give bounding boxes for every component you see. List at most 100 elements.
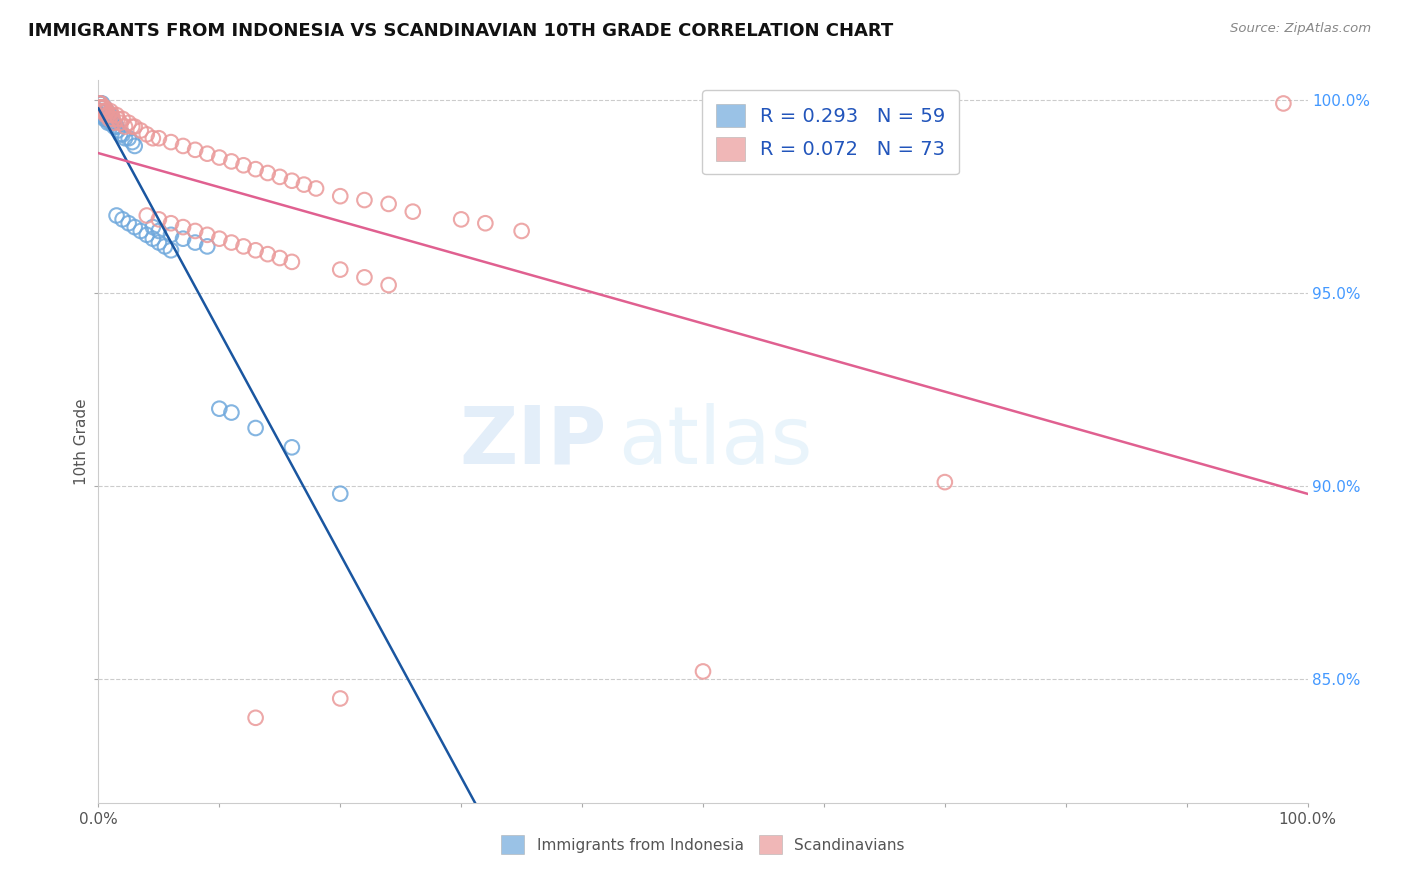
Point	[221, 235, 243, 250]
Legend: Immigrants from Indonesia, Scandinavians: Immigrants from Indonesia, Scandinavians	[495, 830, 911, 860]
Point	[118, 131, 141, 145]
Point	[105, 108, 128, 122]
Point	[245, 421, 267, 435]
Point	[232, 239, 254, 253]
Point	[121, 135, 143, 149]
Point	[91, 104, 114, 119]
Point	[93, 104, 115, 119]
Point	[256, 247, 278, 261]
Point	[160, 227, 183, 242]
Point	[89, 100, 111, 114]
Point	[91, 108, 114, 122]
Point	[160, 244, 183, 258]
Point	[108, 128, 131, 142]
Point	[281, 255, 304, 269]
Text: Source: ZipAtlas.com: Source: ZipAtlas.com	[1230, 22, 1371, 36]
Point	[104, 120, 127, 134]
Point	[118, 216, 141, 230]
Point	[97, 116, 120, 130]
Point	[93, 100, 115, 114]
Point	[89, 104, 111, 119]
Point	[111, 212, 134, 227]
Point	[129, 224, 152, 238]
Point	[221, 154, 243, 169]
Point	[184, 235, 207, 250]
Point	[160, 135, 183, 149]
Point	[91, 104, 114, 119]
Point	[281, 440, 304, 454]
Point	[114, 131, 136, 145]
Point	[135, 209, 157, 223]
Point	[93, 112, 115, 126]
Point	[208, 232, 231, 246]
Point	[96, 112, 118, 126]
Point	[208, 401, 231, 416]
Point	[105, 120, 128, 134]
Point	[305, 181, 328, 195]
Point	[94, 104, 117, 119]
Point	[111, 112, 134, 126]
Point	[90, 108, 112, 122]
Point	[142, 232, 165, 246]
Point	[148, 212, 170, 227]
Point	[100, 116, 122, 130]
Point	[90, 96, 112, 111]
Point	[90, 100, 112, 114]
Point	[329, 262, 352, 277]
Point	[353, 270, 375, 285]
Point	[107, 112, 129, 126]
Point	[98, 112, 121, 126]
Point	[105, 209, 128, 223]
Point	[208, 151, 231, 165]
Point	[142, 131, 165, 145]
Point	[124, 139, 146, 153]
Text: atlas: atlas	[619, 402, 813, 481]
Point	[135, 128, 157, 142]
Point	[148, 131, 170, 145]
Point	[93, 100, 115, 114]
Point	[108, 116, 131, 130]
Point	[101, 116, 124, 130]
Point	[91, 100, 114, 114]
Point	[510, 224, 533, 238]
Text: IMMIGRANTS FROM INDONESIA VS SCANDINAVIAN 10TH GRADE CORRELATION CHART: IMMIGRANTS FROM INDONESIA VS SCANDINAVIA…	[28, 22, 893, 40]
Point	[148, 224, 170, 238]
Y-axis label: 10th Grade: 10th Grade	[73, 398, 89, 485]
Point	[103, 116, 125, 130]
Point	[195, 239, 218, 253]
Point	[100, 104, 122, 119]
Point	[101, 112, 124, 126]
Point	[474, 216, 496, 230]
Point	[450, 212, 472, 227]
Point	[90, 104, 112, 119]
Point	[91, 104, 114, 119]
Point	[160, 216, 183, 230]
Point	[89, 96, 111, 111]
Point	[1272, 96, 1295, 111]
Point	[377, 278, 399, 293]
Point	[93, 104, 115, 119]
Point	[329, 486, 352, 500]
Point	[256, 166, 278, 180]
Point	[89, 96, 111, 111]
Point	[100, 108, 122, 122]
Point	[91, 100, 114, 114]
Point	[934, 475, 956, 489]
Point	[91, 96, 114, 111]
Point	[118, 116, 141, 130]
Point	[94, 112, 117, 126]
Point	[111, 128, 134, 142]
Point	[114, 120, 136, 134]
Point	[245, 244, 267, 258]
Point	[329, 189, 352, 203]
Point	[103, 120, 125, 134]
Point	[184, 224, 207, 238]
Point	[94, 104, 117, 119]
Point	[153, 239, 176, 253]
Point	[121, 120, 143, 134]
Point	[91, 100, 114, 114]
Point	[142, 220, 165, 235]
Point	[377, 197, 399, 211]
Point	[100, 108, 122, 122]
Point	[97, 108, 120, 122]
